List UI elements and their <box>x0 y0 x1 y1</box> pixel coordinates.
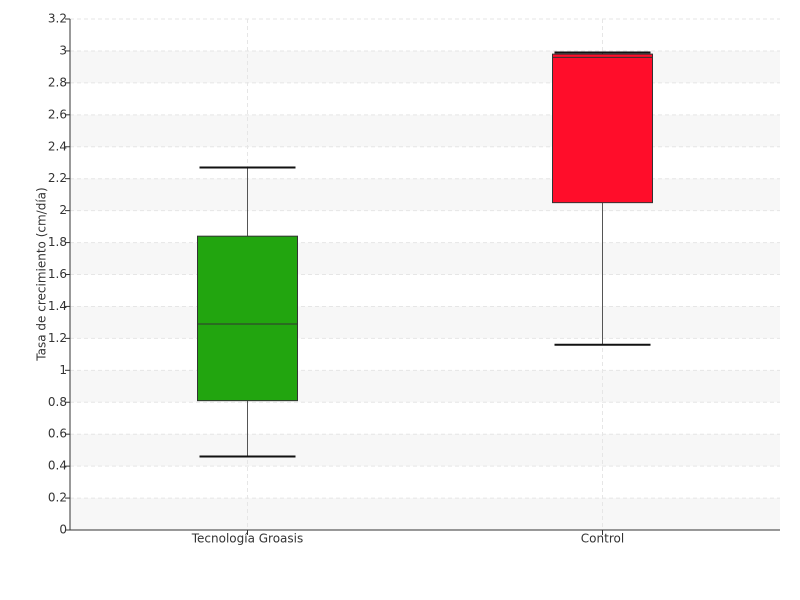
y-tick-label: 2.4 <box>48 139 67 153</box>
y-tick-label: 3 <box>59 43 67 57</box>
y-tick-label: 2.8 <box>48 75 67 89</box>
y-tick-label: 1.2 <box>48 331 67 345</box>
grid-band <box>70 114 780 147</box>
y-tick-label: 1.8 <box>48 235 67 249</box>
grid-band <box>70 434 780 467</box>
grid-band <box>70 178 780 211</box>
grid-band <box>70 370 780 403</box>
y-axis-label: Tasa de crecimiento (cm/día) <box>35 187 49 361</box>
grid-band <box>70 50 780 83</box>
y-tick-label: 1 <box>59 363 67 377</box>
y-tick-label: 0 <box>59 523 67 537</box>
y-tick-label: 0.8 <box>48 395 67 409</box>
y-tick-label: 0.4 <box>48 459 67 473</box>
box <box>197 235 298 402</box>
y-tick-label: 1.6 <box>48 267 67 281</box>
box <box>552 53 653 204</box>
y-tick-label: 2 <box>59 203 67 217</box>
y-tick-label: 2.2 <box>48 171 67 185</box>
grid-band <box>70 306 780 339</box>
x-tick-label: Tecnología Groasis <box>191 532 304 546</box>
grid-band <box>70 242 780 275</box>
y-tick-label: 0.6 <box>48 427 67 441</box>
y-tick-label: 0.2 <box>48 491 67 505</box>
y-tick-label: 1.4 <box>48 299 67 313</box>
y-tick-label: 3.2 <box>48 12 67 26</box>
y-tick-label: 2.6 <box>48 107 67 121</box>
grid-band <box>70 498 780 530</box>
x-tick-label: Control <box>581 532 624 546</box>
